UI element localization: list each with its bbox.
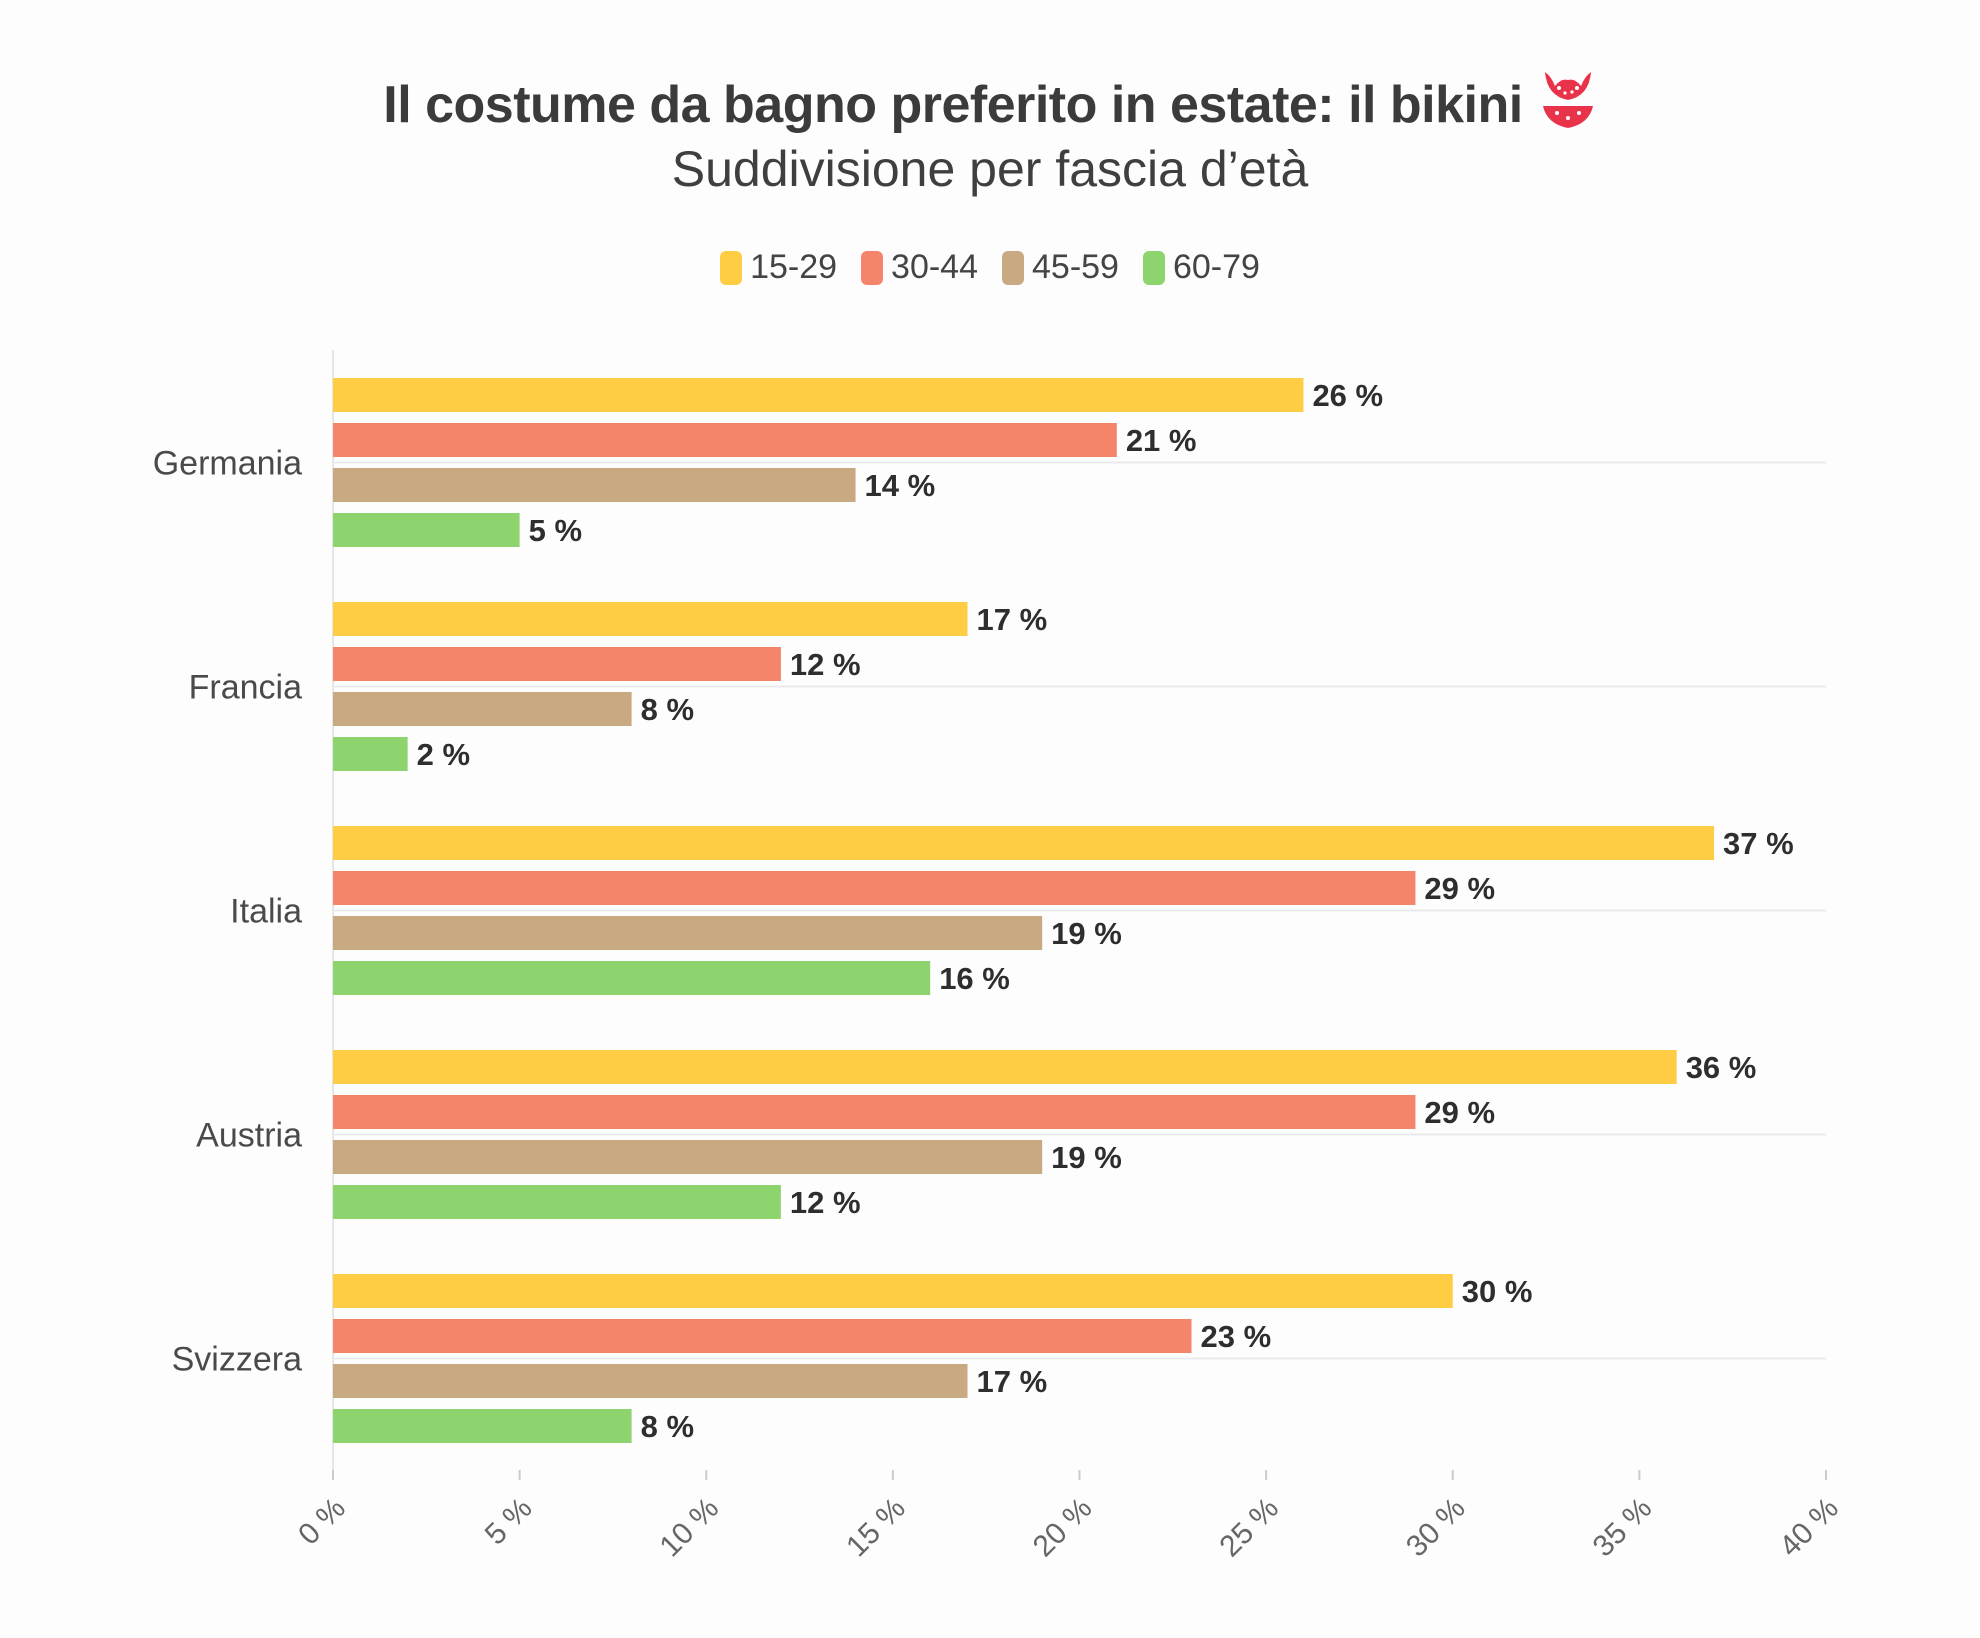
legend-swatch (1142, 250, 1165, 285)
legend-label: 45-59 (1032, 248, 1119, 286)
x-tick-label: 10 % (654, 1492, 726, 1564)
data-label: 17 % (977, 602, 1048, 637)
data-label: 23 % (1200, 1319, 1271, 1354)
legend: 15-29 30-44 45-59 60-79 (0, 248, 1980, 294)
data-label: 21 % (1126, 423, 1197, 458)
data-label: 14 % (865, 468, 936, 503)
legend-label: 15-29 (750, 248, 838, 286)
data-label: 5 % (529, 513, 582, 548)
data-label: 19 % (1051, 1140, 1122, 1175)
bar (333, 1274, 1453, 1308)
bar (333, 692, 632, 726)
data-label: 2 % (417, 737, 470, 772)
data-label: 17 % (977, 1364, 1048, 1399)
chart-title: Il costume da bagno preferito in estate:… (383, 76, 1523, 134)
data-label: 12 % (790, 1185, 861, 1220)
data-label: 37 % (1723, 826, 1794, 861)
x-tick-label: 20 % (1027, 1492, 1099, 1564)
bar (333, 468, 856, 502)
bar (333, 1095, 1416, 1129)
legend-item[interactable]: 30-44 (861, 248, 978, 287)
bar (333, 513, 520, 547)
bar (333, 916, 1043, 950)
legend-item[interactable]: 15-29 (720, 248, 837, 287)
x-tick-label: 25 % (1213, 1492, 1285, 1564)
x-tick-label: 35 % (1587, 1492, 1659, 1564)
legend-swatch (861, 250, 884, 285)
category-label: Italia (230, 893, 302, 931)
bar (333, 826, 1715, 860)
category-label: Francia (189, 669, 302, 707)
bar (333, 602, 968, 636)
data-label: 16 % (939, 961, 1010, 996)
bar (333, 871, 1416, 905)
bar (333, 1364, 968, 1398)
legend-label: 30-44 (891, 248, 978, 286)
bar (333, 961, 931, 995)
category-label: Germania (153, 445, 302, 483)
x-tick-label: 0 % (292, 1492, 352, 1552)
bar (333, 647, 781, 681)
x-tick-label: 15 % (840, 1492, 912, 1564)
data-label: 26 % (1312, 378, 1383, 413)
chart-header: Il costume da bagno preferito in estate:… (0, 0, 1980, 290)
data-label: 8 % (641, 1409, 694, 1444)
legend-swatch (720, 250, 743, 285)
bar (333, 1409, 632, 1443)
bar (333, 1140, 1043, 1174)
legend-item[interactable]: 45-59 (1002, 248, 1119, 287)
chart-subtitle: Suddivisione per fascia d’età (671, 141, 1309, 197)
bar (333, 378, 1304, 412)
data-label: 12 % (790, 647, 861, 682)
x-tick-label: 5 % (479, 1492, 539, 1552)
legend-label: 60-79 (1172, 248, 1260, 286)
legend-swatch (1002, 250, 1024, 285)
legend-item[interactable]: 60-79 (1142, 248, 1260, 287)
bar (333, 1050, 1677, 1084)
data-label: 36 % (1686, 1050, 1757, 1085)
category-label: Austria (196, 1117, 302, 1155)
data-label: 8 % (641, 692, 694, 727)
bar (333, 1319, 1192, 1353)
data-label: 29 % (1424, 871, 1495, 906)
bar (333, 1185, 781, 1219)
data-label: 29 % (1424, 1095, 1495, 1130)
x-tick-label: 30 % (1400, 1492, 1472, 1564)
data-label: 19 % (1051, 916, 1122, 951)
bar (333, 423, 1117, 457)
data-label: 30 % (1462, 1274, 1533, 1309)
x-tick-label: 40 % (1773, 1492, 1845, 1564)
bar (333, 737, 408, 771)
category-label: Svizzera (172, 1341, 302, 1379)
bikini-icon (1542, 72, 1593, 128)
